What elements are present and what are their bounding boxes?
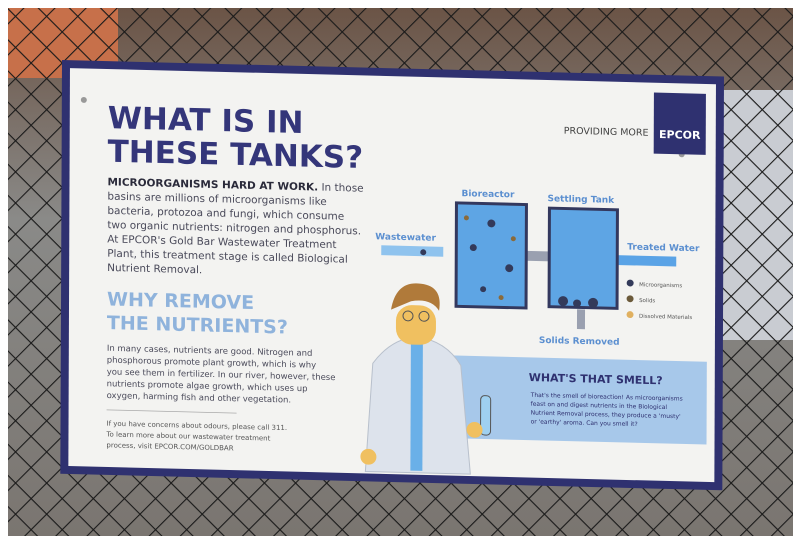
smell-text: That's the smell of bioreaction! As micr… (530, 392, 683, 428)
text-line: Nutrient Removal. (107, 262, 202, 276)
why-heading: WHY REMOVE (107, 289, 254, 315)
solids-pipe (576, 309, 586, 330)
label: Wastewater (375, 232, 436, 243)
text-line: That's the smell of bioreaction! As micr… (530, 392, 683, 403)
intro-lead: MICROORGANISMS HARD AT WORK. (107, 176, 318, 193)
text-line: bacteria, protozoa and fungi, which cons… (107, 205, 344, 223)
settling-tank (547, 206, 619, 310)
why-heading: THE NUTRIENTS? (107, 312, 288, 338)
label: Settling Tank (547, 194, 615, 206)
legend-label: Microorganisms (639, 282, 682, 289)
smell-panel (450, 355, 707, 445)
legend-label: Solids (639, 298, 655, 304)
title: WHAT IS IN (108, 100, 304, 141)
outflow-pipe (616, 255, 677, 267)
tagline: PROVIDING MORE (564, 126, 649, 139)
intro-line: MICROORGANISMS HARD AT WORK. In those (107, 176, 363, 194)
text-line: At EPCOR's Gold Bar Wastewater Treatment (107, 233, 336, 251)
logo: EPCOR (659, 128, 701, 142)
label: Treated Water (627, 243, 700, 255)
solids (463, 215, 516, 301)
smell-heading: WHAT'S THAT SMELL? (529, 371, 663, 387)
sign: WHAT IS IN THESE TANKS? PROVIDING MORE E… (60, 60, 724, 491)
logo-box (653, 92, 706, 155)
text-line: basins are millions of microorganisms li… (107, 191, 326, 208)
label: Solids Removed (539, 336, 620, 348)
legend-swatch (626, 279, 634, 287)
text-line: feast on and digest nutrients in the Bio… (531, 401, 668, 411)
title: THESE TANKS? (108, 134, 364, 176)
text-line: Nutrient Removal process, they produce a… (531, 410, 681, 421)
inflow-pipe (381, 245, 444, 257)
text-line: oxygen, harming fish and other vegetatio… (107, 390, 291, 405)
bioreactor-tank (454, 201, 528, 310)
bolt (80, 96, 87, 103)
legend-swatch (626, 295, 634, 303)
text-line: or 'earthy' aroma. Can you smell it? (531, 418, 638, 428)
particles (420, 219, 599, 308)
scientist (360, 283, 492, 475)
intro-text: In those (321, 182, 363, 195)
legend-swatch (626, 311, 634, 319)
legend-label: Dissolved Materials (639, 314, 692, 321)
divider (106, 409, 237, 414)
text-line: process, visit EPCOR.COM/GOLDBAR (106, 441, 233, 452)
pipe (521, 250, 552, 262)
label: Bioreactor (461, 189, 515, 200)
